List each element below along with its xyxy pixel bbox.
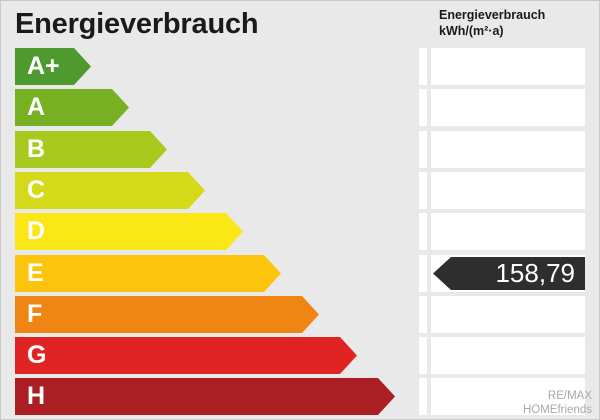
rating-bar-shape bbox=[15, 255, 281, 292]
rating-bar-shape bbox=[15, 296, 319, 333]
rating-bar-shape bbox=[15, 337, 357, 374]
rating-label-E: E bbox=[27, 259, 44, 287]
rating-bar-shape bbox=[15, 172, 205, 209]
rating-row-A: A bbox=[1, 89, 599, 126]
measured-value-marker: 158,79 bbox=[433, 257, 585, 290]
value-cell-A bbox=[431, 89, 585, 126]
watermark-brand: RE/MAX bbox=[547, 390, 592, 402]
unit-header: Energieverbrauch kWh/(m²·a) bbox=[439, 7, 545, 39]
column-separator bbox=[419, 131, 427, 168]
rating-label-A-plus: A+ bbox=[27, 52, 60, 80]
rating-bar-shape bbox=[15, 89, 129, 126]
rating-row-F: F bbox=[1, 296, 599, 333]
watermark: RE/MAX HOMEfriends bbox=[523, 389, 592, 417]
rating-label-B: B bbox=[27, 135, 46, 163]
rating-row-B: B bbox=[1, 131, 599, 168]
column-separator bbox=[419, 378, 427, 415]
rating-bar-C: C bbox=[15, 172, 205, 209]
column-separator bbox=[419, 296, 427, 333]
measured-value-marker-shape bbox=[433, 257, 585, 290]
rating-label-H: H bbox=[27, 382, 46, 410]
column-separator bbox=[419, 213, 427, 250]
rating-bar-E: E bbox=[15, 255, 281, 292]
value-cell-D bbox=[431, 213, 585, 250]
rating-bar-shape bbox=[15, 213, 243, 250]
rating-scale: A+ A B C D E F G H 158,79 bbox=[1, 48, 599, 419]
value-cell-F bbox=[431, 296, 585, 333]
rating-row-C: C bbox=[1, 172, 599, 209]
measured-value-text: 158,79 bbox=[495, 258, 575, 288]
page-title: Energieverbrauch bbox=[15, 8, 259, 40]
rating-label-D: D bbox=[27, 217, 46, 245]
rating-bar-shape bbox=[15, 131, 167, 168]
unit-header-line2: kWh/(m²·a) bbox=[439, 24, 504, 38]
rating-label-A: A bbox=[27, 93, 46, 121]
column-separator bbox=[419, 172, 427, 209]
watermark-office: HOMEfriends bbox=[522, 404, 592, 416]
rating-label-F: F bbox=[27, 300, 43, 328]
value-cell-G bbox=[431, 337, 585, 374]
rating-bar-F: F bbox=[15, 296, 319, 333]
rating-bar-G: G bbox=[15, 337, 357, 374]
column-separator bbox=[419, 337, 427, 374]
value-cell-H bbox=[431, 378, 585, 415]
value-cell-C bbox=[431, 172, 585, 209]
rating-label-C: C bbox=[27, 176, 46, 204]
rating-bar-shape bbox=[15, 48, 91, 85]
unit-header-line1: Energieverbrauch bbox=[439, 8, 546, 22]
chart-header: Energieverbrauch Energieverbrauch kWh/(m… bbox=[1, 1, 599, 48]
rating-row-G: G bbox=[1, 337, 599, 374]
value-cell-B bbox=[431, 131, 585, 168]
rating-bar-A-plus: A+ bbox=[15, 48, 91, 85]
column-separator bbox=[419, 48, 427, 85]
value-cell-A-plus bbox=[431, 48, 585, 85]
rating-row-H: H bbox=[1, 378, 599, 415]
rating-bar-D: D bbox=[15, 213, 243, 250]
rating-bar-H: H bbox=[15, 378, 395, 415]
rating-bar-shape bbox=[15, 378, 395, 415]
rating-row-D: D bbox=[1, 213, 599, 250]
rating-label-G: G bbox=[27, 341, 47, 369]
column-separator bbox=[419, 89, 427, 126]
rating-bar-B: B bbox=[15, 131, 167, 168]
rating-bar-A: A bbox=[15, 89, 129, 126]
column-separator bbox=[419, 255, 427, 292]
rating-row-A-plus: A+ bbox=[1, 48, 599, 85]
